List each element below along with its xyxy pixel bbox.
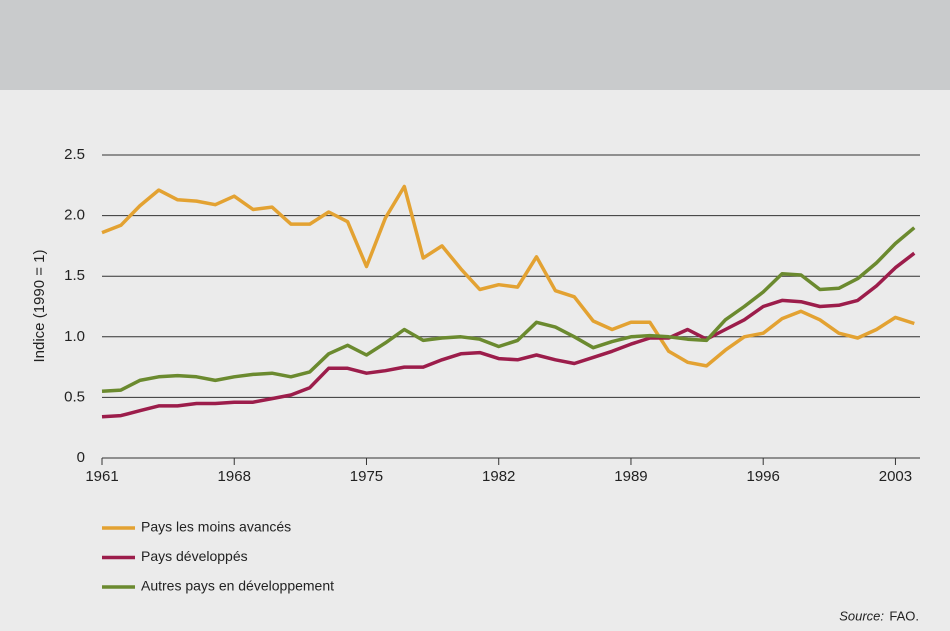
source: FAO. (889, 608, 919, 623)
x-tick-label: 1968 (218, 468, 251, 485)
y-tick-label: 0 (77, 449, 85, 466)
y-tick-label: 1.5 (64, 267, 85, 284)
x-tick-label: 1975 (350, 468, 383, 485)
legend-label: Pays développés (141, 548, 248, 564)
legend-label: Autres pays en développement (141, 578, 334, 594)
x-tick-label: 1996 (747, 468, 780, 485)
series-line (101, 251, 916, 419)
x-tick-label: 1989 (614, 468, 647, 485)
series-line (101, 226, 916, 394)
y-tick-label: 1.0 (64, 328, 85, 345)
x-tick-label: 2003 (879, 468, 912, 485)
y-axis-label: Indice (1990 = 1) (31, 250, 48, 363)
y-tick-label: 2.5 (64, 146, 85, 163)
legend-label: Pays les moins avancés (141, 519, 291, 535)
header-band (0, 0, 950, 90)
x-tick-label: 1982 (482, 468, 515, 485)
y-tick-label: 0.5 (64, 388, 85, 405)
source-label: Source: (839, 608, 884, 623)
x-tick-label: 1961 (85, 468, 118, 485)
y-tick-label: 2.0 (64, 207, 85, 224)
series-line (101, 184, 915, 368)
